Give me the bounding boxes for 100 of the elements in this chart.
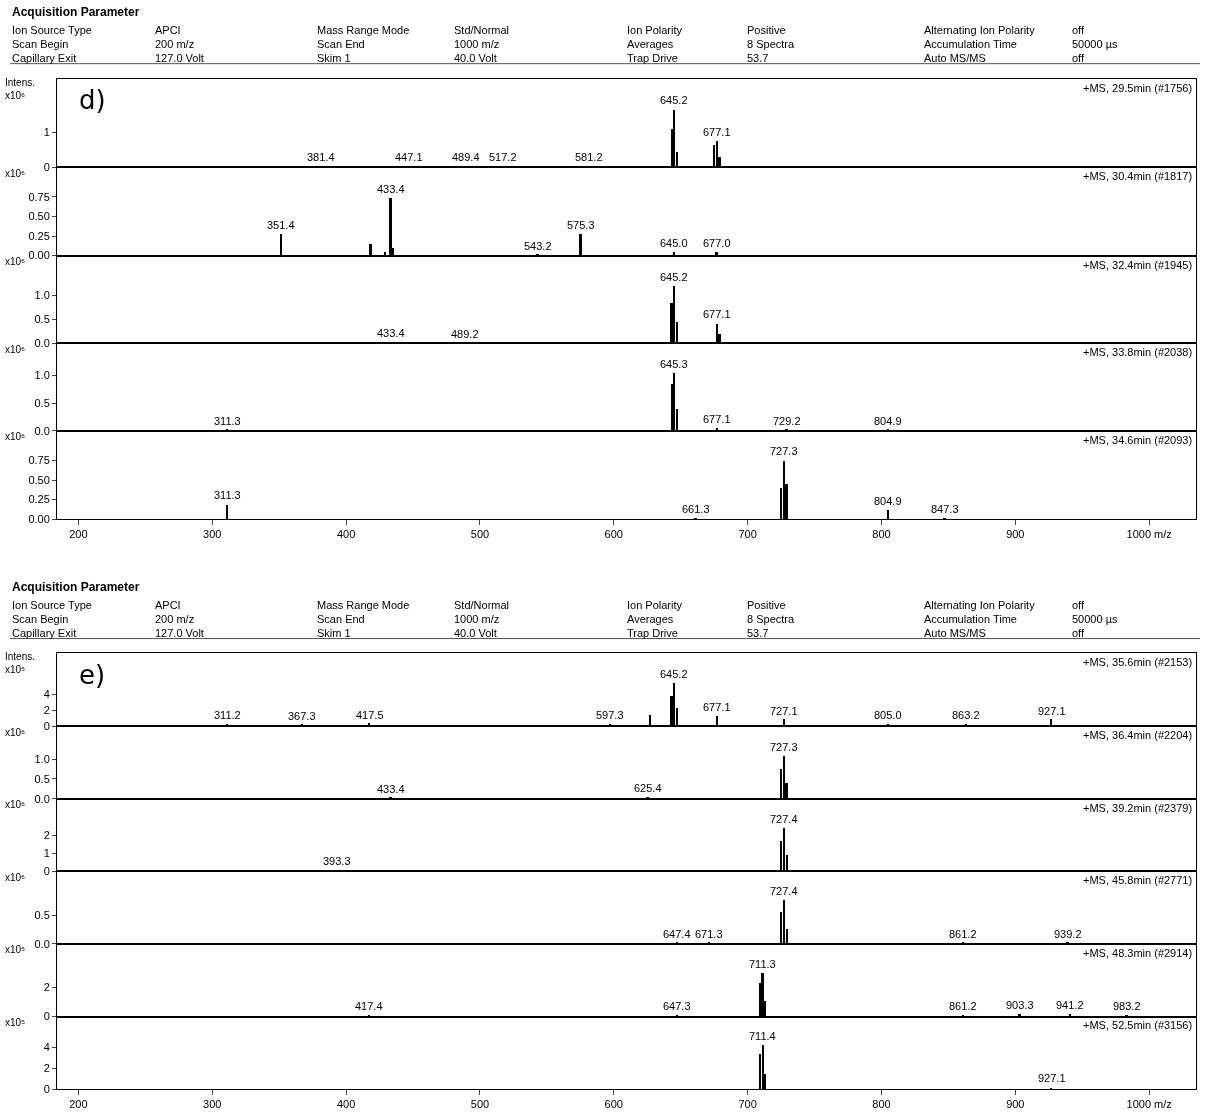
y-axis-title: x10⁶ <box>5 727 26 738</box>
annotation: 367.3 <box>288 710 316 722</box>
text: Averages <box>627 38 674 50</box>
annotation: 804.9 <box>874 495 902 507</box>
text: 8 Spectra <box>747 38 795 50</box>
x-tick-label: 200 <box>69 528 88 541</box>
annotation: 489.4 <box>452 151 480 163</box>
text: Alternating Ion Polarity <box>924 599 1036 611</box>
y-tick-label: 0.75 <box>28 190 50 203</box>
x-tick-label: 400 <box>336 1098 356 1111</box>
y-axis-title: x10⁶ <box>5 168 26 179</box>
x-tick-label: 500 <box>470 1098 490 1111</box>
y-tick-label: 2 <box>43 703 50 716</box>
y-tick-label: 2 <box>43 829 50 842</box>
annotation: +MS, 29.5min (#1756) <box>1083 82 1193 94</box>
annotation: 805.0 <box>874 709 902 721</box>
x-tick-label: 500 <box>470 528 490 541</box>
annotation: 727.4 <box>770 813 798 825</box>
annotation: 647.4 <box>663 928 691 940</box>
y-tick-label: 4 <box>43 1041 50 1054</box>
y-tick-label: 1 <box>43 126 50 139</box>
annotation: 847.3 <box>931 503 959 515</box>
annotation: 597.3 <box>596 709 624 721</box>
text: 1000 m/z <box>454 613 500 625</box>
annotation: 727.3 <box>770 741 798 753</box>
x-tick-label: 400 <box>336 528 356 541</box>
y-tick-label: 0 <box>43 1010 50 1023</box>
annotation: 393.3 <box>323 855 351 867</box>
x-tick-label: 300 <box>203 528 222 541</box>
text: APCI <box>155 599 181 611</box>
annotation: 645.2 <box>660 271 688 283</box>
y-axis-title: x10⁶ <box>5 256 26 267</box>
y-tick-label: 0 <box>43 719 50 732</box>
annotation: +MS, 33.8min (#2038) <box>1083 346 1193 358</box>
text: Ion Source Type <box>12 24 92 36</box>
y-tick-label: 0.50 <box>28 473 50 486</box>
annotation: 575.3 <box>567 219 595 231</box>
text: 53.7 <box>747 627 769 639</box>
text: Ion Polarity <box>627 599 683 611</box>
annotation: 927.1 <box>1038 1072 1066 1084</box>
y-tick-label: 2 <box>43 1062 50 1075</box>
text: Skim 1 <box>317 52 351 64</box>
text: Trap Drive <box>627 52 678 64</box>
text: Positive <box>747 599 786 611</box>
text: Std/Normal <box>454 599 510 611</box>
text: Accumulation Time <box>924 38 1017 50</box>
text: off <box>1072 627 1085 639</box>
text: off <box>1072 52 1085 64</box>
y-axis-title: Intens. x10⁵ <box>5 651 36 675</box>
text: Auto MS/MS <box>924 627 986 639</box>
y-axis-title: x10⁶ <box>5 799 26 810</box>
annotation: 711.3 <box>749 958 776 970</box>
y-tick-label: 0 <box>43 865 50 878</box>
y-tick-label: 2 <box>43 981 50 994</box>
text: Scan End <box>317 38 365 50</box>
text: Std/Normal <box>454 24 510 36</box>
annotation: 983.2 <box>1113 1000 1141 1012</box>
y-tick-label: 0.75 <box>28 454 50 467</box>
annotation: 677.1 <box>703 413 731 425</box>
x-tick-label: 700 <box>738 528 757 541</box>
x-tick-label: 800 <box>872 1098 891 1111</box>
x-tick-label: 800 <box>872 528 891 541</box>
text: 127.0 Volt <box>155 627 204 639</box>
text: off <box>1072 599 1085 611</box>
y-tick-label: 0.0 <box>34 792 50 805</box>
annotation: 727.4 <box>770 885 798 897</box>
text: Accumulation Time <box>924 613 1017 625</box>
text: Scan Begin <box>12 613 69 625</box>
y-tick-label: 0.5 <box>34 908 50 921</box>
annotation: 941.2 <box>1056 999 1084 1011</box>
y-tick-label: 0.00 <box>28 249 50 262</box>
text: Positive <box>747 24 786 36</box>
annotation: 903.3 <box>1006 999 1034 1011</box>
annotation: +MS, 39.2min (#2379) <box>1083 802 1193 814</box>
text: 200 m/z <box>155 613 195 625</box>
annotation: e) <box>79 660 106 690</box>
y-axis-title: x10⁶ <box>5 431 26 442</box>
annotation: 447.1 <box>395 151 423 163</box>
annotation: 417.5 <box>356 709 384 721</box>
annotation: 489.2 <box>451 328 479 340</box>
y-axis-title: Intens. x10⁶ <box>5 77 36 101</box>
text: Capillary Exit <box>12 52 77 64</box>
y-tick-label: 1.0 <box>34 369 50 382</box>
annotation: 647.3 <box>663 1000 691 1012</box>
annotation: 433.4 <box>377 327 405 339</box>
annotation: 433.4 <box>377 783 405 795</box>
annotation: 677.1 <box>703 308 731 320</box>
text: 127.0 Volt <box>155 52 204 64</box>
y-tick-label: 0 <box>43 160 50 173</box>
y-tick-label: 0.0 <box>34 337 50 349</box>
y-tick-label: 0.5 <box>34 396 50 409</box>
annotation: 517.2 <box>489 151 517 163</box>
annotation: 417.4 <box>355 1000 383 1012</box>
annotation: 671.3 <box>695 928 723 940</box>
annotation: 433.4 <box>377 183 405 195</box>
text: Ion Source Type <box>12 599 92 611</box>
text: 40.0 Volt <box>454 627 497 639</box>
text: 40.0 Volt <box>454 52 497 64</box>
x-tick-label: 900 <box>1006 528 1025 541</box>
x-tick-label: 200 <box>69 1098 88 1111</box>
